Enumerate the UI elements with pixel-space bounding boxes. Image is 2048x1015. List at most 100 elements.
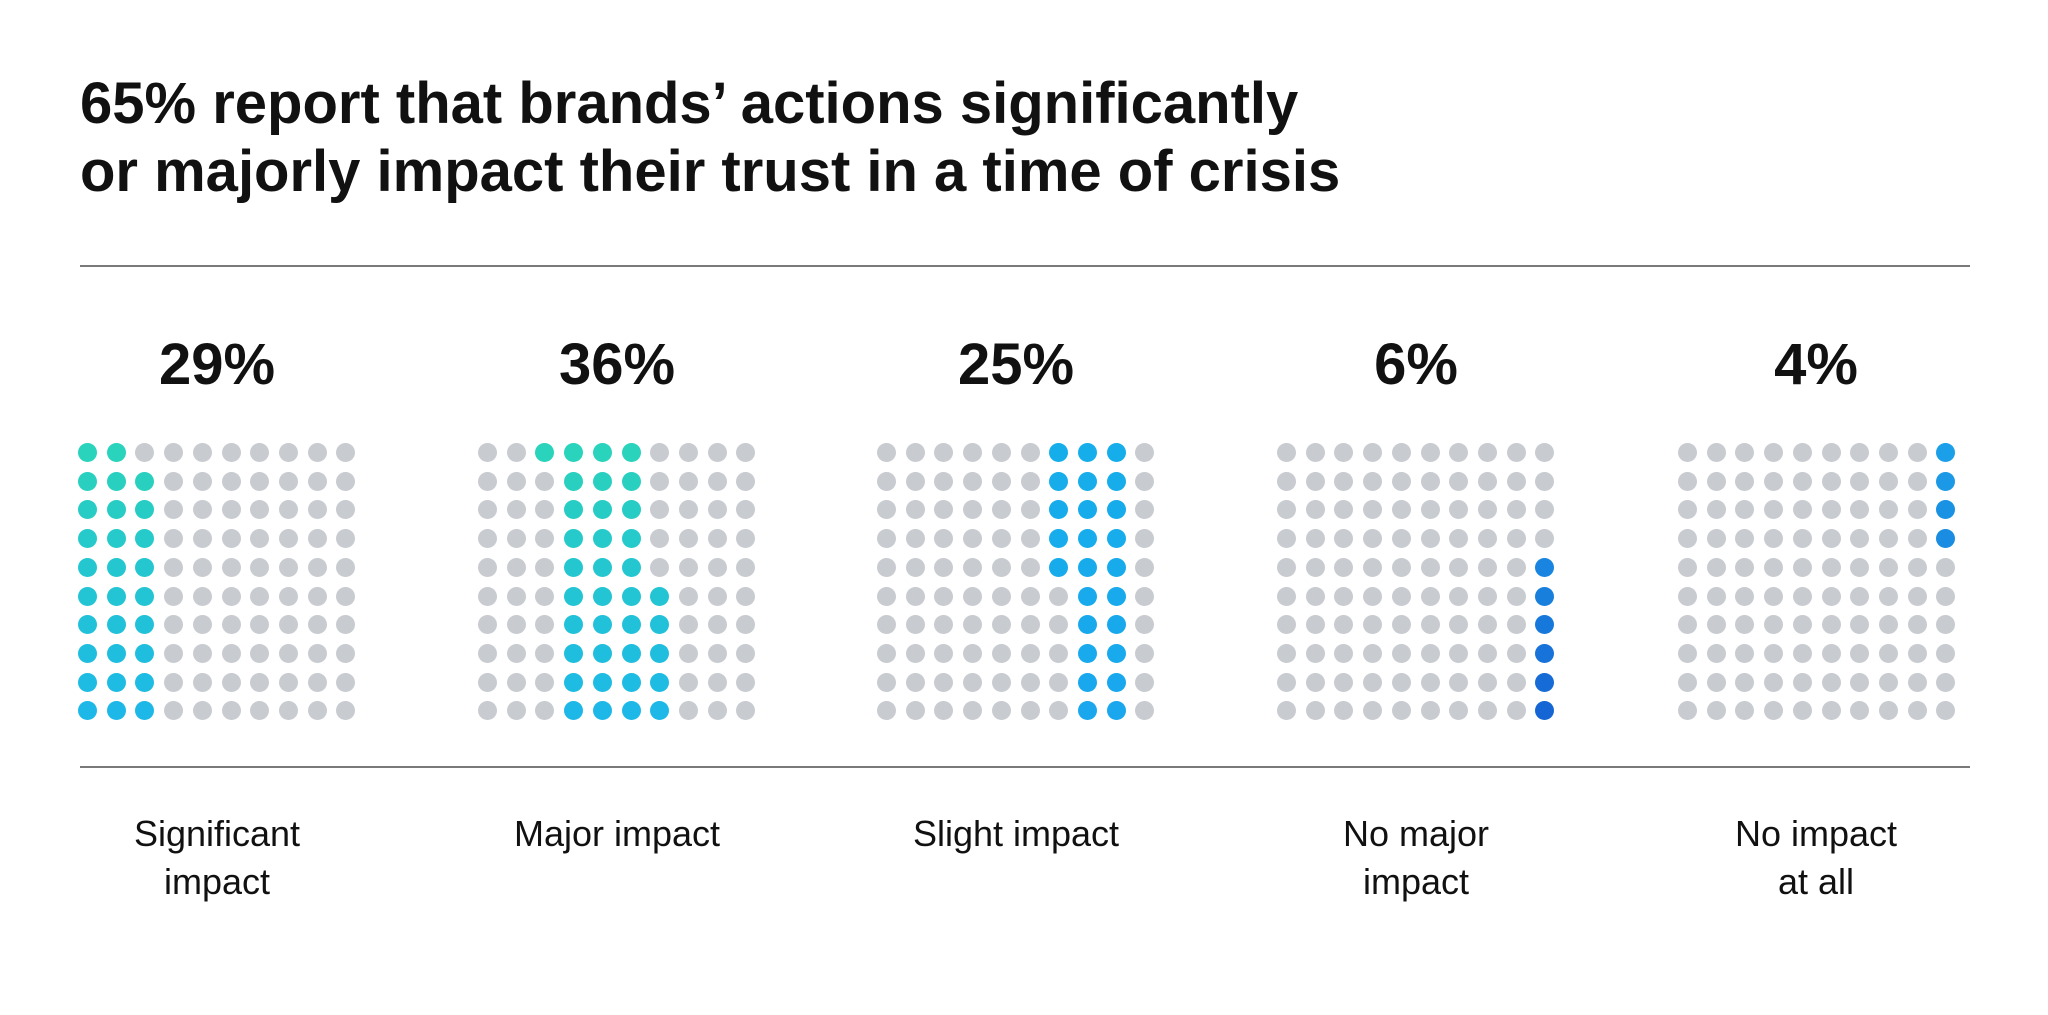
waffle-dot-empty <box>250 701 270 721</box>
waffle-dot-empty <box>1449 615 1469 635</box>
waffle-dot-empty <box>1449 500 1469 520</box>
waffle-dot-filled <box>621 672 641 692</box>
waffle-dot-filled <box>564 471 584 491</box>
waffle-dot-empty <box>192 471 212 491</box>
waffle-dot-empty <box>963 701 983 721</box>
waffle-dot-empty <box>250 471 270 491</box>
waffle-dot-filled <box>621 615 641 635</box>
waffle-dot-empty <box>1821 443 1841 462</box>
waffle-dot-empty <box>1420 615 1440 635</box>
waffle-dot-empty <box>535 643 555 663</box>
waffle-dot-empty <box>1535 471 1555 491</box>
waffle-dot-empty <box>1907 557 1927 577</box>
waffle-dot-filled <box>106 500 126 520</box>
waffle-dot-empty <box>905 672 925 692</box>
waffle-dot-empty <box>192 557 212 577</box>
waffle-dot-empty <box>736 615 756 635</box>
waffle-dot-empty <box>1334 586 1354 606</box>
waffle-dot-empty <box>221 643 241 663</box>
waffle-dot-filled <box>135 471 155 491</box>
waffle-dot-empty <box>192 500 212 520</box>
waffle-dot-filled <box>1077 471 1097 491</box>
waffle-dot-empty <box>164 701 184 721</box>
waffle-dot-filled <box>564 615 584 635</box>
waffle-dot-empty <box>1334 443 1354 462</box>
waffle-dot-filled <box>592 672 612 692</box>
waffle-dot-filled <box>1535 615 1555 635</box>
waffle-dot-empty <box>336 557 356 577</box>
waffle-dot-filled <box>135 586 155 606</box>
waffle-dot-empty <box>535 701 555 721</box>
waffle-dot-empty <box>991 672 1011 692</box>
waffle-dot-empty <box>1506 500 1526 520</box>
waffle-dot-empty <box>650 557 670 577</box>
waffle-dot-empty <box>1449 529 1469 549</box>
waffle-dot-empty <box>1020 471 1040 491</box>
waffle-dot-empty <box>736 557 756 577</box>
category-label-no-impact-at-all: No impact at all <box>1616 810 2016 906</box>
waffle-dot-empty <box>278 615 298 635</box>
chart-title-line-1: 65% report that brands’ actions signific… <box>80 71 1299 136</box>
waffle-dot-empty <box>1305 701 1325 721</box>
waffle-dot-empty <box>1135 586 1155 606</box>
waffle-dot-empty <box>307 586 327 606</box>
waffle-dot-empty <box>991 615 1011 635</box>
waffle-dot-empty <box>1391 701 1411 721</box>
waffle-dot-empty <box>250 529 270 549</box>
waffle-dot-empty <box>1506 557 1526 577</box>
waffle-dot-empty <box>478 672 497 692</box>
waffle-dot-empty <box>1936 557 1956 577</box>
waffle-dot-empty <box>1878 471 1898 491</box>
waffle-dot-empty <box>1135 529 1155 549</box>
waffle-dot-empty <box>278 672 298 692</box>
waffle-grid-no-major-impact <box>1277 443 1555 721</box>
waffle-dot-empty <box>1363 471 1383 491</box>
waffle-dot-empty <box>250 586 270 606</box>
waffle-dot-empty <box>1477 643 1497 663</box>
waffle-dot-filled <box>1535 586 1555 606</box>
waffle-dot-empty <box>506 500 526 520</box>
waffle-dot-empty <box>1277 586 1296 606</box>
waffle-dot-empty <box>991 586 1011 606</box>
waffle-dot-empty <box>678 672 698 692</box>
waffle-dot-empty <box>963 500 983 520</box>
waffle-dot-empty <box>164 557 184 577</box>
category-label-slight-impact: Slight impact <box>816 810 1216 858</box>
waffle-dot-empty <box>1506 471 1526 491</box>
waffle-dot-filled <box>135 529 155 549</box>
waffle-dot-empty <box>192 615 212 635</box>
waffle-dot-empty <box>1764 586 1784 606</box>
waffle-dot-empty <box>1907 672 1927 692</box>
waffle-dot-filled <box>1077 643 1097 663</box>
waffle-dot-empty <box>1420 471 1440 491</box>
waffle-dot-empty <box>1363 500 1383 520</box>
waffle-dot-empty <box>221 471 241 491</box>
waffle-dot-empty <box>1334 557 1354 577</box>
waffle-dot-empty <box>506 471 526 491</box>
waffle-dot-empty <box>278 443 298 462</box>
waffle-dot-empty <box>535 500 555 520</box>
waffle-dot-empty <box>905 615 925 635</box>
waffle-dot-filled <box>1077 443 1097 462</box>
value-label-no-impact-at-all: 4% <box>1774 332 1858 397</box>
waffle-dot-empty <box>1792 672 1812 692</box>
waffle-dot-filled <box>106 443 126 462</box>
waffle-dot-empty <box>877 557 896 577</box>
waffle-dot-filled <box>1535 672 1555 692</box>
waffle-dot-empty <box>736 529 756 549</box>
waffle-dot-empty <box>164 615 184 635</box>
waffle-dot-empty <box>478 615 497 635</box>
category-label-line: impact <box>163 861 271 902</box>
waffle-dot-empty <box>1764 615 1784 635</box>
waffle-dot-empty <box>1678 615 1697 635</box>
waffle-dot-empty <box>1792 643 1812 663</box>
waffle-dot-empty <box>278 557 298 577</box>
waffle-dot-filled <box>564 557 584 577</box>
waffle-dot-filled <box>1077 701 1097 721</box>
waffle-dot-empty <box>1678 500 1697 520</box>
waffle-dot-filled <box>106 672 126 692</box>
waffle-dot-empty <box>1678 443 1697 462</box>
waffle-dot-filled <box>564 701 584 721</box>
waffle-dot-empty <box>1792 500 1812 520</box>
waffle-dot-filled <box>1077 500 1097 520</box>
